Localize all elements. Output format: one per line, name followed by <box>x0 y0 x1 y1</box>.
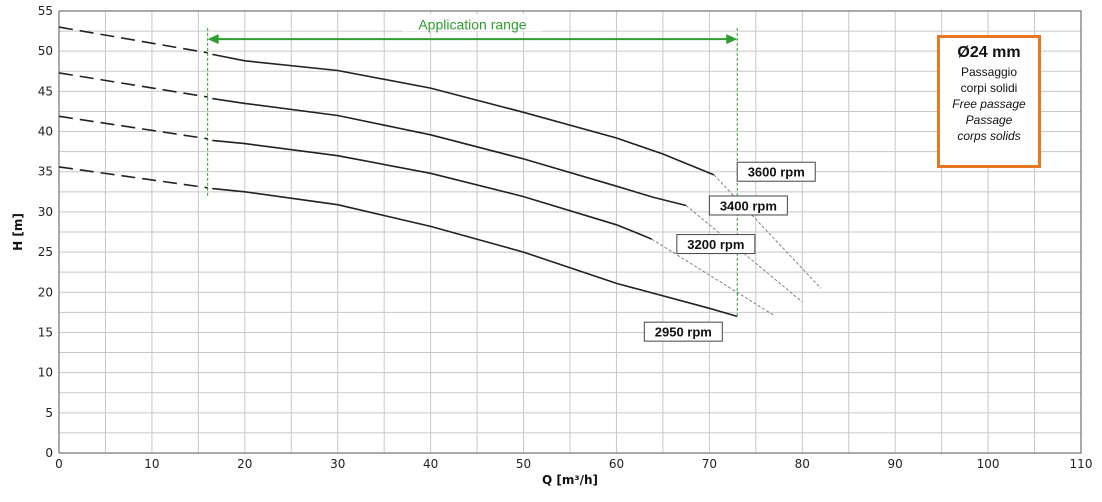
y-tick-label: 25 <box>38 245 53 259</box>
curve-extension-segment <box>713 174 822 289</box>
curve-dashed-segment <box>58 26 208 54</box>
x-axis-title: Q [m³/h] <box>542 473 598 487</box>
range-label-bg <box>402 14 543 32</box>
rpm-label-box <box>736 161 816 182</box>
curve-solid-segment <box>212 53 715 176</box>
plot-frame <box>58 10 1082 454</box>
passage-size: Ø24 mm <box>957 44 1021 61</box>
rpm-label-box <box>708 195 788 216</box>
curve-dashed-segment <box>58 166 208 189</box>
curve-dashed-segment <box>58 72 208 98</box>
rpm-label-box <box>676 234 756 255</box>
y-tick-label: 50 <box>38 44 53 58</box>
x-tick-label: 50 <box>516 457 531 471</box>
rpm-label: 3400 rpm <box>720 198 777 213</box>
curves: 3600 rpm 3400 rpm 3200 rpm 2950 rpm <box>58 26 822 342</box>
infobox-line-4: Passage <box>965 113 1013 127</box>
rpm-label: 2950 rpm <box>655 325 712 340</box>
x-tick-label: 110 <box>1070 457 1093 471</box>
grid <box>58 10 1082 454</box>
y-axis-title: H [m] <box>11 213 25 251</box>
application-range: Application range <box>207 14 738 317</box>
infobox-line-1: Passaggio <box>960 65 1018 79</box>
y-tick-label: 20 <box>38 285 53 299</box>
y-tick-label: 55 <box>38 4 53 18</box>
y-tick-label: 10 <box>38 366 53 380</box>
y-tick-label: 35 <box>38 165 53 179</box>
range-label: Application range <box>418 16 526 32</box>
x-tick-label: 90 <box>888 457 903 471</box>
x-tick-label: 10 <box>144 457 159 471</box>
rpm-label-box <box>643 321 723 342</box>
x-tick-label: 60 <box>609 457 624 471</box>
rpm-label: 3200 rpm <box>687 237 744 252</box>
x-tick-label: 20 <box>237 457 252 471</box>
y-tick-label: 30 <box>38 205 53 219</box>
x-tick-label: 40 <box>423 457 438 471</box>
y-tick-label: 40 <box>38 125 53 139</box>
y-tick-labels: 0 5 10 15 20 25 30 35 40 45 50 55 <box>38 4 53 460</box>
x-tick-label: 100 <box>977 457 1000 471</box>
x-tick-labels: 0 10 20 30 40 50 60 70 80 90 100 110 <box>55 457 1092 471</box>
infobox-line-2: corpi solidi <box>960 81 1018 95</box>
y-tick-label: 0 <box>45 446 53 460</box>
x-tick-label: 30 <box>330 457 345 471</box>
rpm-label: 3600 rpm <box>748 165 805 180</box>
x-tick-label: 70 <box>702 457 717 471</box>
x-tick-label: 80 <box>795 457 810 471</box>
y-tick-label: 45 <box>38 84 53 98</box>
y-tick-label: 5 <box>45 406 53 420</box>
x-tick-label: 0 <box>55 457 63 471</box>
curve-solid-segment <box>212 187 738 318</box>
curve-solid-segment <box>212 97 687 207</box>
range-arrow-left-head <box>207 34 219 45</box>
free-passage-infobox: Ø24 mm Passaggio corpi solidi Free passa… <box>937 35 1041 168</box>
infobox-line-3: Free passage <box>952 97 1026 111</box>
range-arrow-right-head <box>726 34 738 45</box>
y-tick-label: 15 <box>38 325 53 339</box>
infobox-line-5: corps solids <box>957 129 1021 143</box>
curve-extension-segment <box>651 238 775 316</box>
curve-solid-segment <box>212 139 653 240</box>
curve-dashed-segment <box>58 115 208 140</box>
